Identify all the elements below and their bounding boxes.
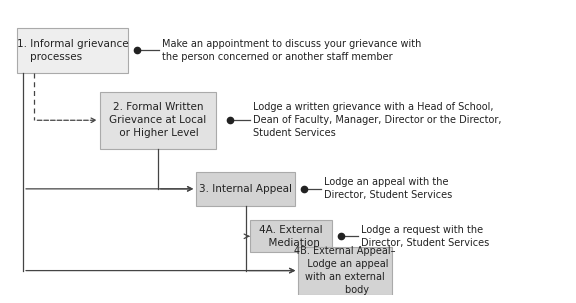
FancyBboxPatch shape (196, 172, 295, 206)
Text: 4A. External
  Mediation: 4A. External Mediation (259, 225, 323, 248)
Text: Make an appointment to discuss your grievance with
the person concerned or anoth: Make an appointment to discuss your grie… (162, 39, 422, 62)
FancyBboxPatch shape (298, 247, 392, 295)
FancyBboxPatch shape (250, 220, 332, 252)
FancyBboxPatch shape (100, 92, 216, 149)
Text: Lodge a written grievance with a Head of School,
Dean of Faculty, Manager, Direc: Lodge a written grievance with a Head of… (253, 102, 501, 138)
Text: 1. Informal grievance
    processes: 1. Informal grievance processes (17, 38, 128, 62)
Text: 2. Formal Written
Grievance at Local
 or Higher Level: 2. Formal Written Grievance at Local or … (109, 102, 206, 138)
FancyBboxPatch shape (17, 28, 128, 73)
Text: Lodge a request with the
Director, Student Services: Lodge a request with the Director, Stude… (361, 225, 489, 248)
Text: 4B. External Appeal–
  Lodge an appeal
with an external
        body: 4B. External Appeal– Lodge an appeal wit… (294, 246, 396, 295)
Text: 3. Internal Appeal: 3. Internal Appeal (199, 184, 292, 194)
Text: Lodge an appeal with the
Director, Student Services: Lodge an appeal with the Director, Stude… (324, 177, 452, 200)
